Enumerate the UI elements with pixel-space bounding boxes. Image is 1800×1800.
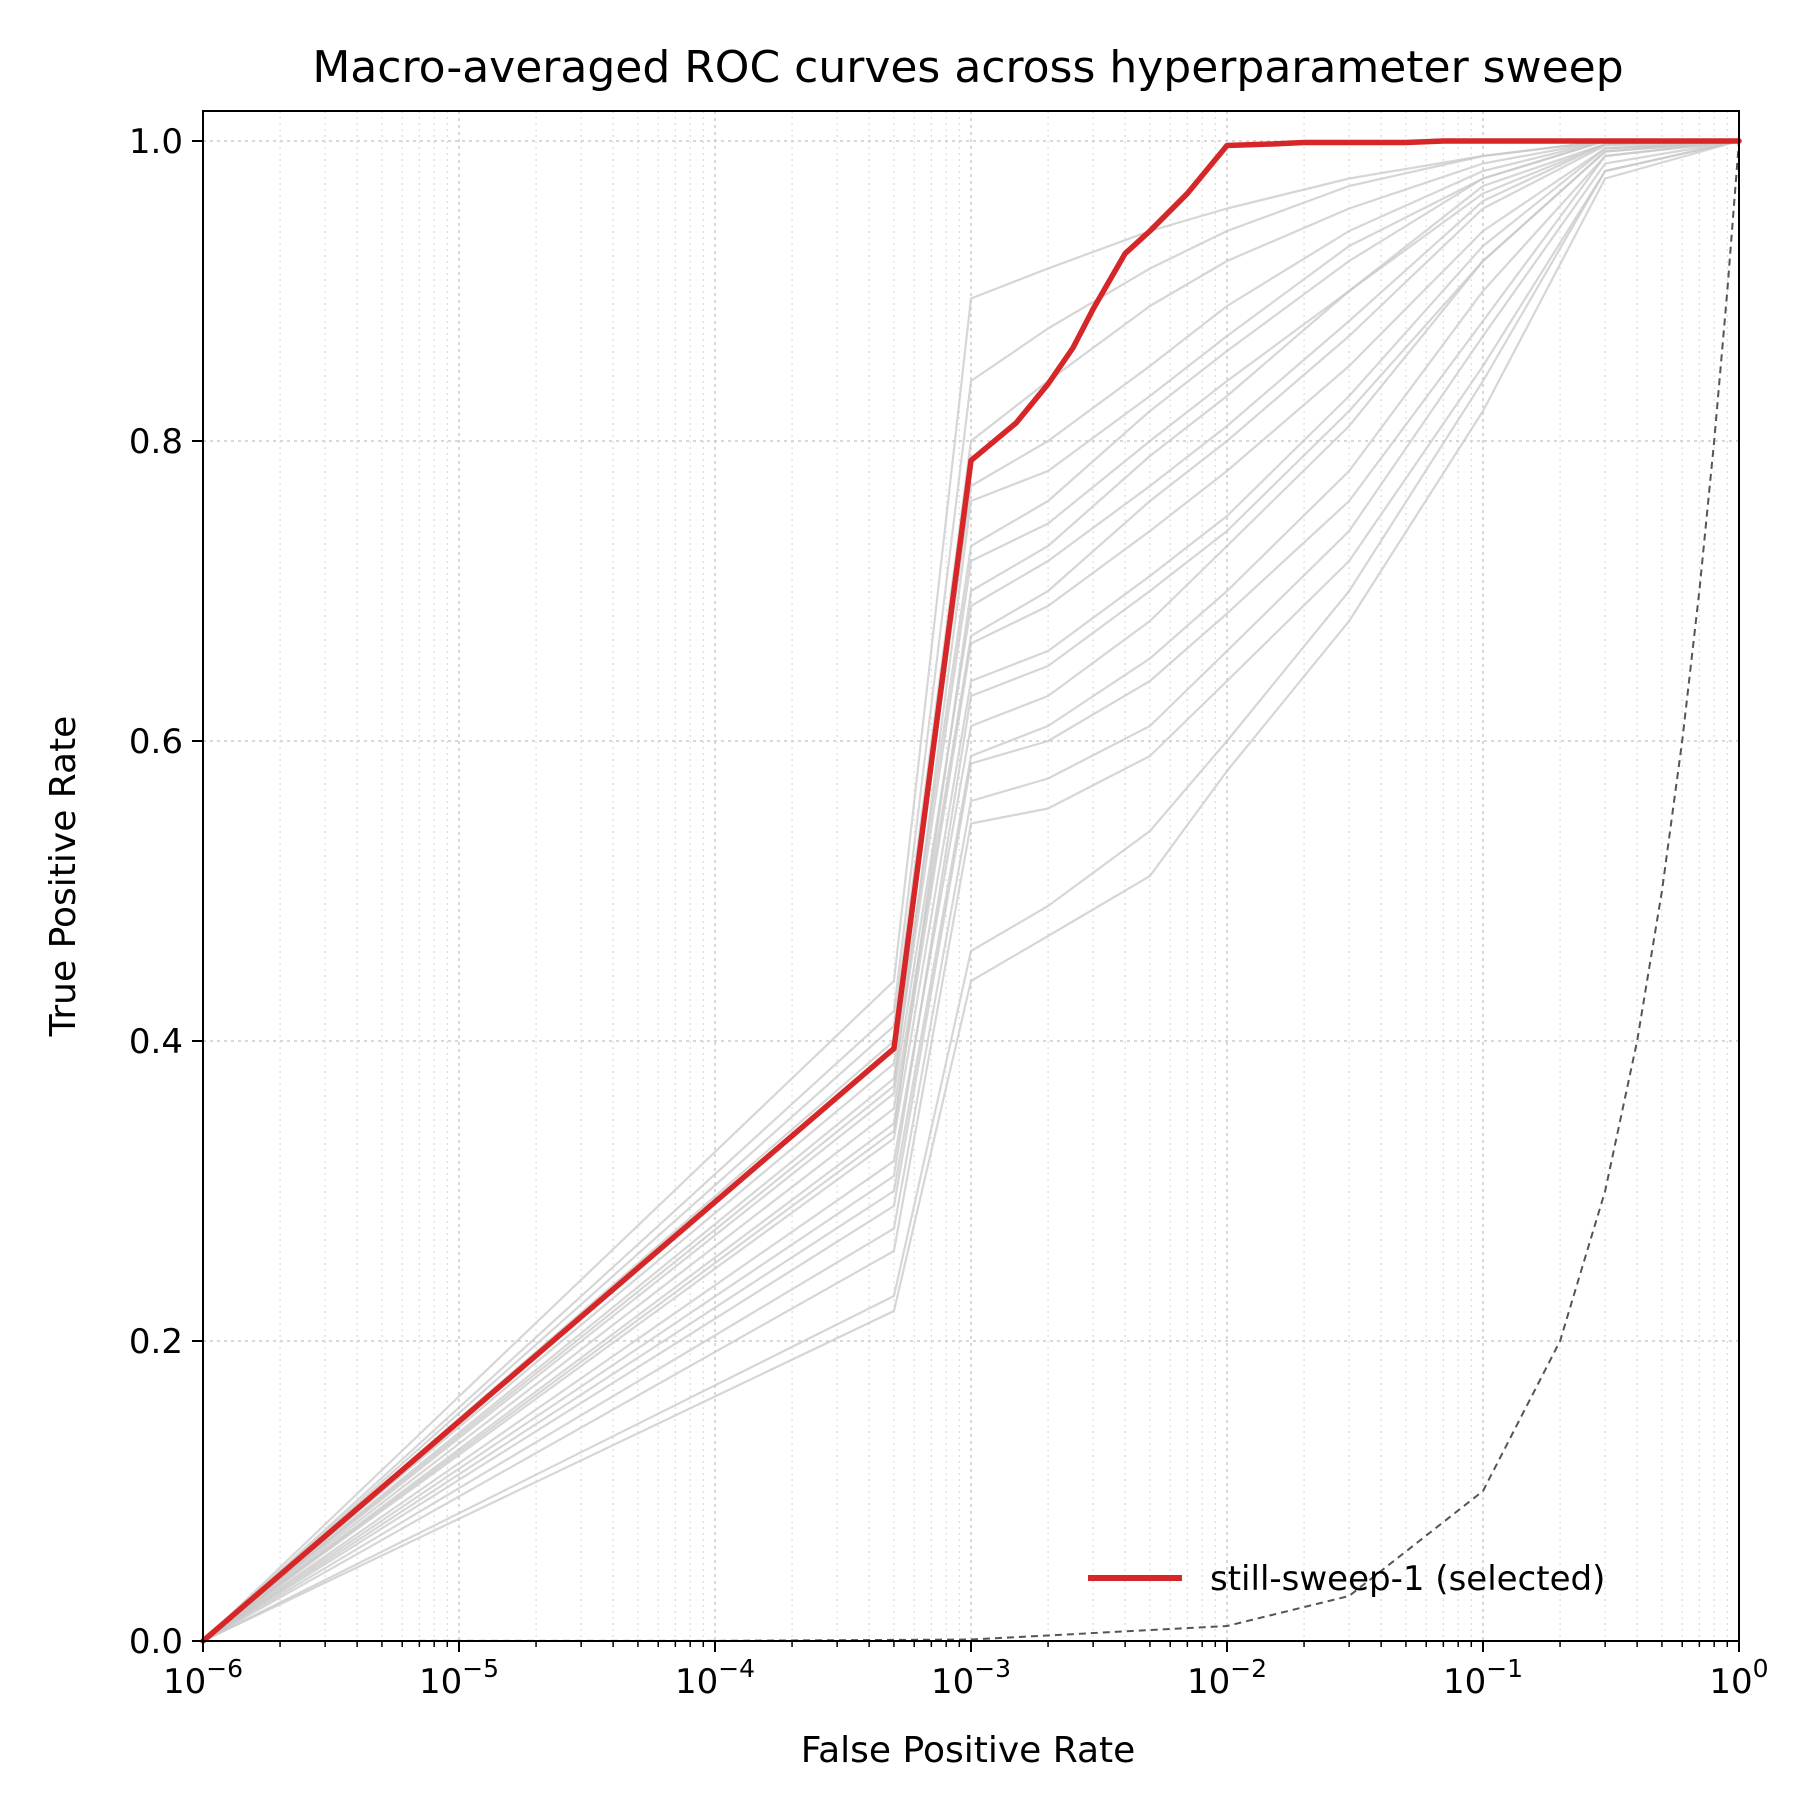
selected-series-line <box>200 138 1742 1644</box>
sweep-series-line <box>202 139 1740 1642</box>
x-tick-label: 10−1 <box>1443 1654 1523 1702</box>
legend: still-sweep-1 (selected) <box>1088 1559 1605 1599</box>
sweep-series-line <box>202 139 1740 1642</box>
plot-area <box>200 138 1742 1644</box>
x-tick-label: 10−5 <box>419 1654 499 1702</box>
sweep-series-line <box>202 139 1740 1642</box>
sweep-series-line <box>202 139 1740 1642</box>
legend-label-selected: still-sweep-1 (selected) <box>1210 1559 1605 1599</box>
sweep-series-line <box>202 139 1740 1642</box>
sweep-series-line <box>202 139 1739 1642</box>
x-tick-label: 100 <box>1709 1654 1768 1702</box>
x-tick-label: 10−4 <box>675 1654 755 1702</box>
sweep-series-line <box>202 139 1740 1642</box>
sweep-series-line <box>202 139 1740 1642</box>
y-axis-label: True Positive Rate <box>43 716 84 1038</box>
y-tick-label: 1.0 <box>129 122 183 162</box>
x-tick-label: 10−6 <box>163 1654 243 1702</box>
x-tick-label: 10−3 <box>931 1654 1011 1702</box>
y-tick-label: 0.2 <box>129 1322 183 1362</box>
sweep-series-line <box>202 139 1740 1642</box>
sweep-series-line <box>202 139 1740 1642</box>
chart-title: Macro-averaged ROC curves across hyperpa… <box>312 42 1623 93</box>
y-tick-label: 0.6 <box>129 722 183 762</box>
x-axis-label: False Positive Rate <box>801 1730 1136 1771</box>
sweep-series-line <box>202 139 1740 1642</box>
y-tick-label: 0.0 <box>129 1622 183 1662</box>
sweep-series-line <box>202 139 1740 1642</box>
y-tick-label: 0.4 <box>129 1022 183 1062</box>
y-tick-label: 0.8 <box>129 422 183 462</box>
x-tick-label: 10−2 <box>1187 1654 1267 1702</box>
axis-ticks: 10−6 10−5 10−4 10−3 10−2 10−1 100 0.0 0.2 0.4 0.6 0… <box>129 122 1769 1702</box>
sweep-series-line <box>202 139 1740 1642</box>
sweep-series-line <box>202 139 1740 1642</box>
sweep-series-line <box>202 139 1739 1642</box>
chance-line <box>202 140 1740 1642</box>
